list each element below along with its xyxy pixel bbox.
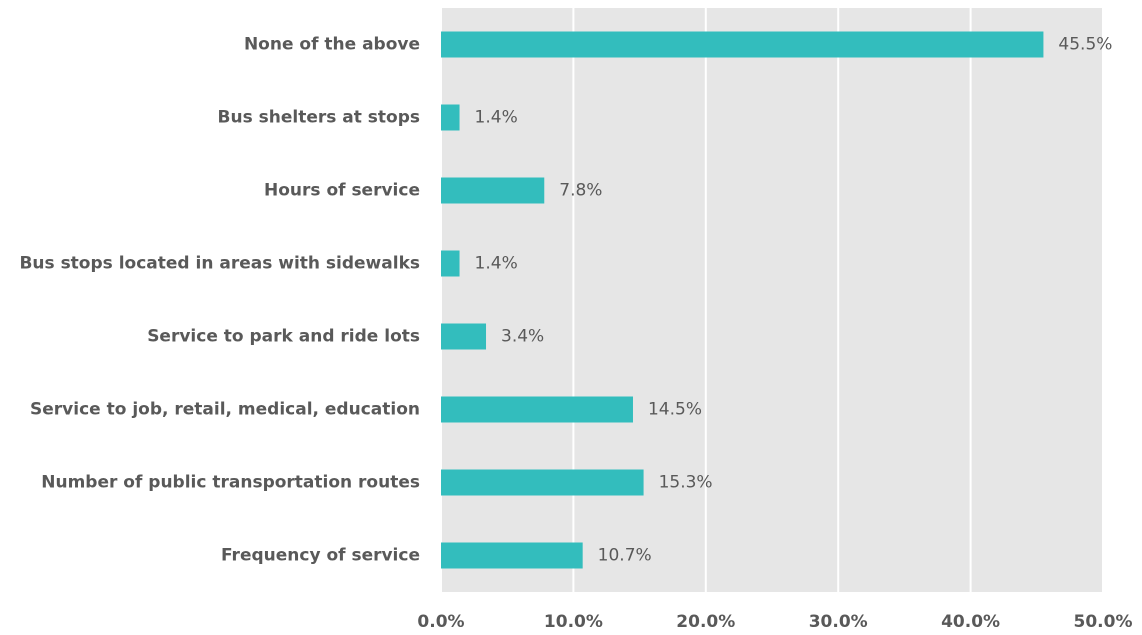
bar [441,323,487,350]
data-label: 15.3% [659,473,713,493]
y-tick-label: Service to park and ride lots [147,327,420,347]
bar [441,177,545,204]
y-tick-label: Service to job, retail, medical, educati… [30,400,420,420]
data-label: 14.5% [648,400,702,420]
y-tick-label: Number of public transportation routes [41,473,420,493]
x-tick-label: 20.0% [676,612,735,632]
data-label: 1.4% [475,254,518,274]
data-label: 3.4% [501,327,544,347]
bar [441,250,460,277]
y-tick-label: Frequency of service [221,546,420,566]
y-tick-label: Bus stops located in areas with sidewalk… [19,254,420,274]
y-tick-label: Bus shelters at stops [218,108,420,128]
data-label: 7.8% [559,181,602,201]
y-tick-label: None of the above [244,35,420,55]
bar [441,104,460,131]
x-tick-label: 10.0% [544,612,603,632]
bar [441,396,633,423]
plot-area [441,8,1103,592]
bar [441,542,583,569]
data-label: 10.7% [598,546,652,566]
data-label: 45.5% [1058,35,1112,55]
x-tick-label: 0.0% [417,612,464,632]
x-tick-label: 50.0% [1074,612,1133,632]
bar [441,31,1044,58]
x-tick-label: 30.0% [809,612,868,632]
x-tick-label: 40.0% [941,612,1000,632]
y-tick-label: Hours of service [264,181,420,201]
bar [441,469,644,496]
data-label: 1.4% [475,108,518,128]
